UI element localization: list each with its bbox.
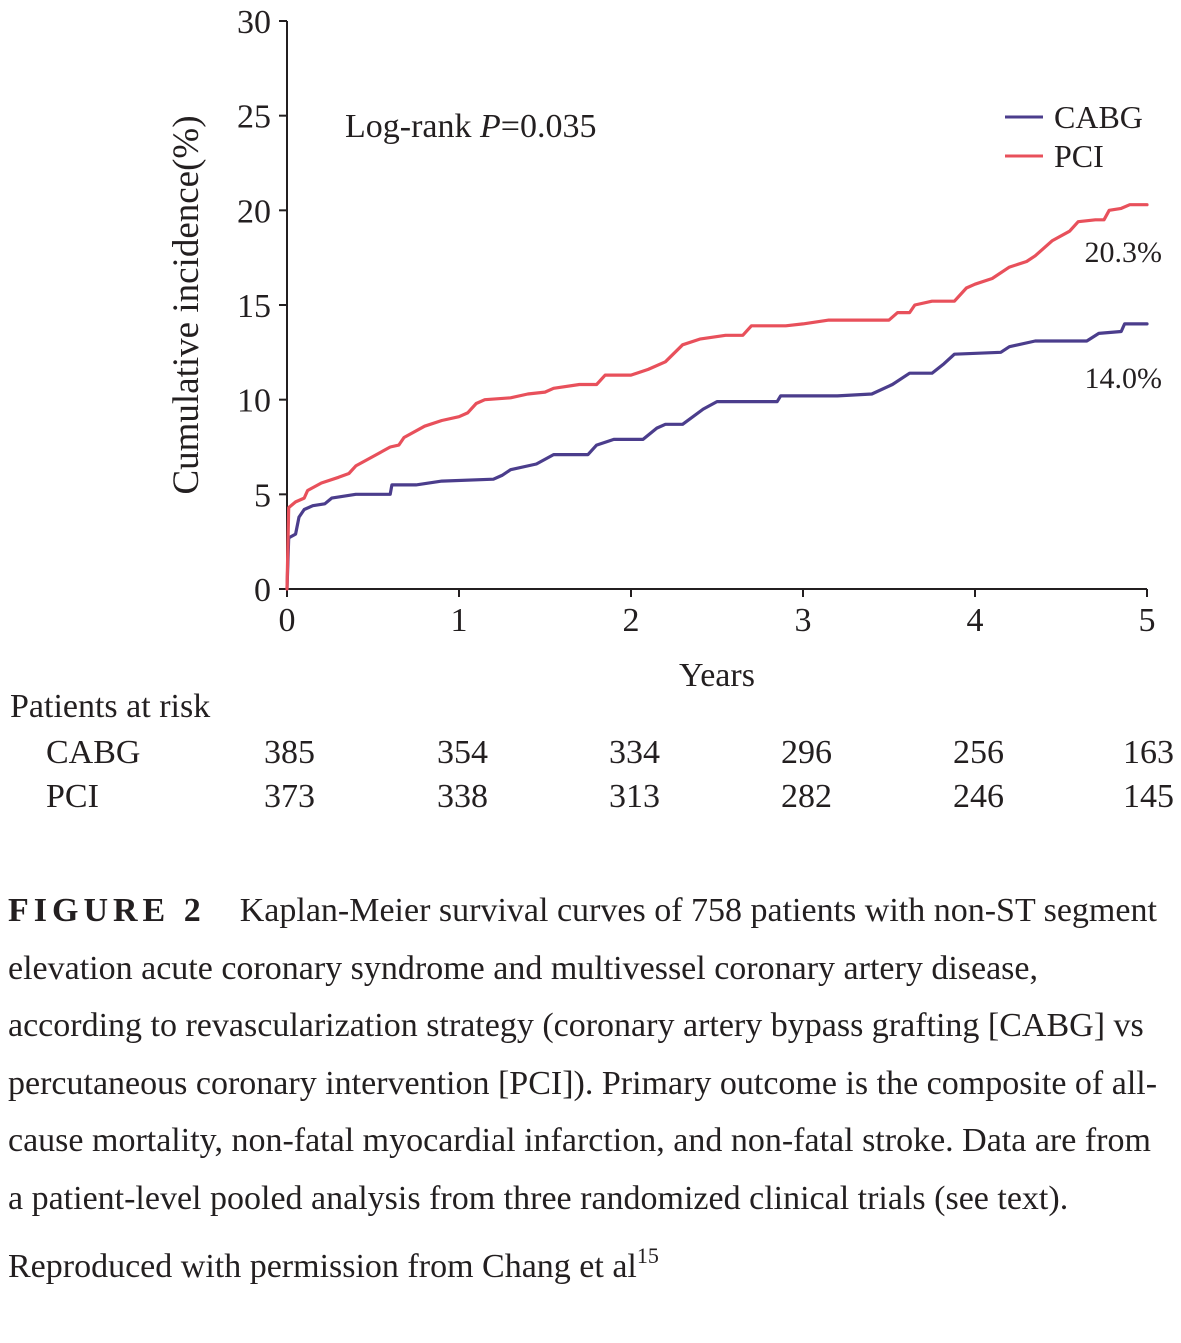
- risk-value: 373: [264, 778, 315, 815]
- series-layer: [285, 203, 1149, 591]
- y-tick-label: 10: [237, 383, 271, 420]
- risk-table: Patients at risk CABG 385 354 334 296 25…: [0, 684, 1181, 824]
- y-tick-label: 5: [254, 477, 271, 514]
- legend-label-pci: PCI: [1054, 138, 1104, 174]
- risk-value: 313: [609, 778, 660, 815]
- risk-value: 338: [437, 778, 488, 815]
- risk-value: 282: [781, 778, 832, 815]
- y-tick-label: 30: [237, 4, 271, 41]
- risk-value: 256: [953, 734, 1004, 771]
- y-tick-label: 25: [237, 99, 271, 136]
- series-line-pci: [285, 203, 1149, 591]
- figure-caption: FIGURE 2 Kaplan-Meier survival curves of …: [8, 882, 1173, 1296]
- x-tick-label: 2: [623, 602, 640, 639]
- axes: 0 5 10 15 20 25 30 0 1 2 3 4 5: [237, 4, 1156, 639]
- risk-row-label: PCI: [46, 778, 99, 815]
- risk-value: 354: [437, 734, 488, 771]
- caption-reference: 15: [636, 1243, 659, 1268]
- legend: CABG PCI: [1005, 99, 1143, 174]
- caption-label: FIGURE 2: [8, 892, 206, 929]
- risk-value: 385: [264, 734, 315, 771]
- x-tick-label: 0: [279, 602, 296, 639]
- log-rank-p: P: [479, 108, 501, 145]
- x-tick-label: 4: [967, 602, 984, 639]
- x-axis-label: Years: [679, 657, 755, 694]
- y-axis-label: Cumulative incidence(%): [166, 115, 207, 494]
- pci-end-label: 20.3%: [1085, 236, 1163, 269]
- x-tick-label: 1: [451, 602, 468, 639]
- x-tick-label: 5: [1139, 602, 1156, 639]
- y-tick-label: 15: [237, 288, 271, 325]
- kaplan-meier-chart: 0 5 10 15 20 25 30 0 1 2 3 4 5 Cumulative incidence(…: [166, 4, 1163, 694]
- risk-value: 334: [609, 734, 660, 771]
- caption-text: Kaplan-Meier survival curves of 758 pati…: [8, 892, 1158, 1285]
- risk-value: 145: [1123, 778, 1174, 815]
- series-line-cabg: [285, 322, 1149, 591]
- risk-value: 163: [1123, 734, 1174, 771]
- risk-value: 296: [781, 734, 832, 771]
- log-rank-value: =0.035: [501, 108, 597, 145]
- risk-value: 246: [953, 778, 1004, 815]
- x-tick-label: 3: [795, 602, 812, 639]
- risk-row-cabg: CABG 385 354 334 296 256 163: [0, 734, 1181, 778]
- legend-label-cabg: CABG: [1054, 99, 1143, 135]
- risk-row-label: CABG: [46, 734, 141, 771]
- log-rank-prefix: Log-rank: [345, 108, 480, 145]
- y-tick-label: 0: [254, 572, 271, 609]
- cabg-end-label: 14.0%: [1085, 362, 1163, 395]
- risk-row-pci: PCI 373 338 313 282 246 145: [0, 778, 1181, 822]
- y-tick-label: 20: [237, 193, 271, 230]
- log-rank-annotation: Log-rank P=0.035: [345, 108, 596, 145]
- risk-table-title: Patients at risk: [10, 688, 211, 725]
